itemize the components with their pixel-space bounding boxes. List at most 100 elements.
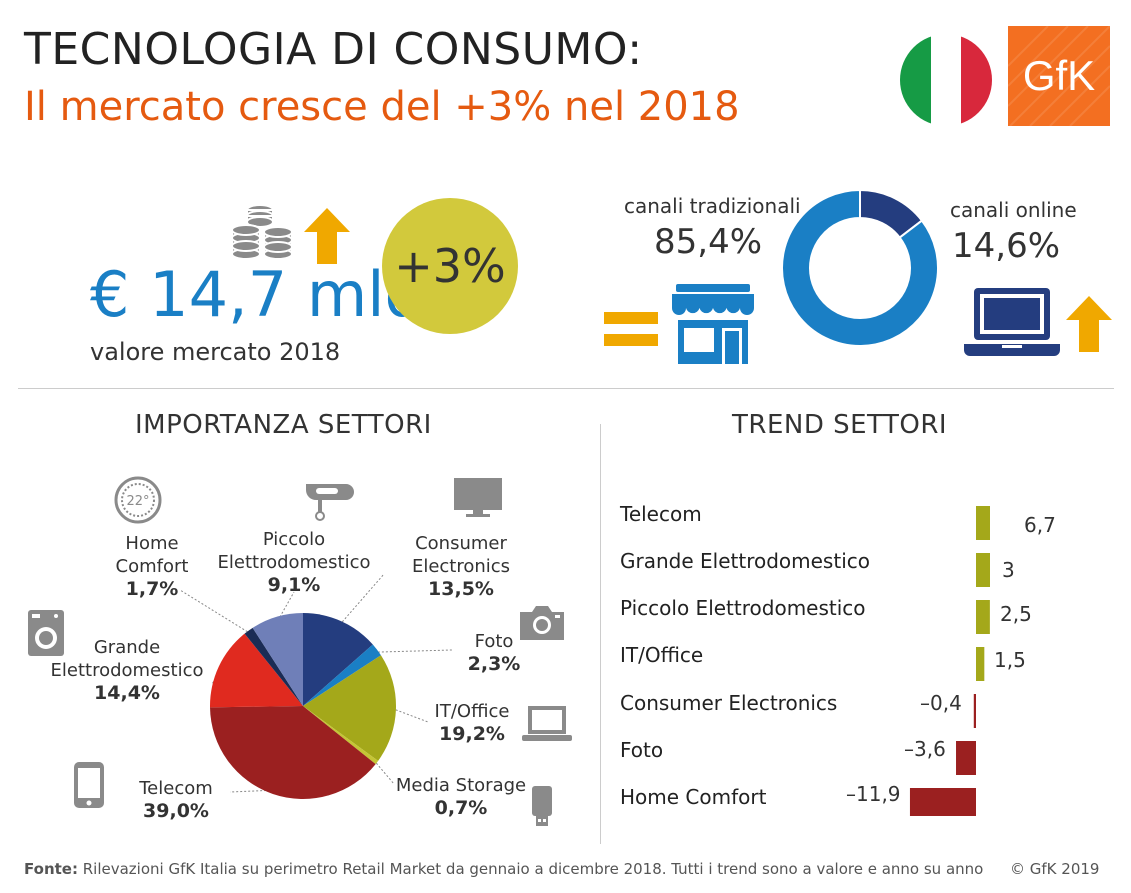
trend-category-label: Telecom <box>620 502 702 526</box>
source-label: Fonte: <box>24 860 78 878</box>
section-divider <box>18 388 1114 389</box>
pie-label-value: 39,0% <box>143 800 209 822</box>
pie-label-piccolo-elettrodomestico: Piccolo Elettrodomestico 9,1% <box>218 528 371 597</box>
gfk-logo: GfK <box>1008 26 1110 126</box>
pie-label-consumer-electronics: Consumer Electronics 13,5% <box>412 532 510 601</box>
coins-icon <box>231 204 293 260</box>
laptop-online-icon <box>964 288 1060 356</box>
equals-icon <box>604 312 658 346</box>
pie-label-foto: Foto 2,3% <box>468 630 521 676</box>
pie-label-value: 14,4% <box>94 682 160 704</box>
pie-label-value: 1,7% <box>125 578 179 600</box>
pie-slice-grande-elettrodomestico <box>210 633 303 708</box>
logo-text: GfK <box>1022 52 1096 99</box>
traditional-channels-value: 85,4% <box>654 222 763 262</box>
pie-label-value: 9,1% <box>267 574 321 596</box>
pie-label-name: Telecom <box>139 778 213 799</box>
pie-label-name: Media Storage <box>395 775 527 796</box>
online-channels-label: canali online <box>950 198 1077 222</box>
trend-value-label: 3 <box>1002 558 1015 582</box>
donut-slice-traditional <box>781 188 939 347</box>
pie-leader-line <box>339 573 385 626</box>
pie-slice-telecom <box>210 706 376 799</box>
trend-bar-grande-elettrodomestico <box>976 553 990 587</box>
pie-label-name: Electronics <box>411 556 511 577</box>
growth-badge: +3% <box>382 198 518 334</box>
pie-label-name: Home <box>125 533 179 554</box>
trend-value-label: 1,5 <box>994 648 1026 672</box>
trend-bar-consumer-electronics <box>973 694 976 728</box>
traditional-channels-label: canali tradizionali <box>624 194 801 218</box>
trend-category-label: Foto <box>620 738 664 762</box>
pie-slice-media-storage <box>303 706 379 765</box>
pie-label-home-comfort: Home Comfort 1,7% <box>116 532 189 601</box>
trend-category-label: IT/Office <box>620 643 704 667</box>
trend-value-label: 6,7 <box>1024 513 1056 537</box>
pie-slice-piccolo-elettrodomestico <box>252 613 303 706</box>
smartphone-icon <box>74 762 104 808</box>
channels-donut <box>781 188 939 347</box>
camera-icon <box>520 606 564 640</box>
pie-label-value: 2,3% <box>467 653 521 675</box>
pie-leader-line <box>373 649 453 653</box>
pie-leader-line <box>229 789 275 793</box>
italy-flag-icon <box>900 34 992 126</box>
page-subtitle: Il mercato cresce del +3% nel 2018 <box>24 84 740 130</box>
trend-bar-telecom <box>976 506 990 540</box>
svg-text:22°: 22° <box>126 494 149 509</box>
pie-label-grande-elettrodomestico: Grande Elettrodomestico 14,4% <box>51 636 204 705</box>
pie-slice-home-comfort <box>244 627 303 706</box>
pie-label-name: Elettrodomestico <box>217 552 371 573</box>
trend-section-title: TREND SETTORI <box>732 410 948 440</box>
pie-slice-foto <box>303 644 381 706</box>
trend-bar-foto <box>956 741 976 775</box>
pie-label-name: Foto <box>474 631 514 652</box>
pie-slice-it-office <box>303 655 397 761</box>
importance-pie-chart <box>179 573 453 799</box>
column-divider <box>600 424 601 844</box>
pie-label-name: Elettrodomestico <box>50 660 204 681</box>
pie-label-name: Comfort <box>115 556 189 577</box>
page-title: TECNOLOGIA DI CONSUMO: <box>24 24 643 75</box>
online-channels-value: 14,6% <box>952 226 1061 266</box>
trend-bar-chart <box>909 506 990 816</box>
source-note: Fonte: Rilevazioni GfK Italia su perimet… <box>24 860 983 878</box>
source-text: Rilevazioni GfK Italia su perimetro Reta… <box>82 860 984 878</box>
tv-icon <box>454 478 502 517</box>
trend-value-label: –0,4 <box>920 691 962 715</box>
trend-category-label: Piccolo Elettrodomestico <box>620 596 866 620</box>
trend-value-label: 2,5 <box>1000 602 1032 626</box>
pie-label-telecom: Telecom 39,0% <box>139 777 213 823</box>
pie-leader-line <box>179 589 252 635</box>
pie-label-it-office: IT/Office 19,2% <box>435 700 510 746</box>
usb-drive-icon <box>532 786 552 826</box>
pie-label-value: 19,2% <box>439 723 505 745</box>
pie-label-name: Piccolo <box>262 529 326 550</box>
copyright: © GfK 2019 <box>1010 860 1100 878</box>
laptop-icon <box>522 706 572 741</box>
trend-bar-home-comfort <box>909 788 976 816</box>
pie-slice-consumer-electronics <box>303 613 373 706</box>
trend-category-label: Home Comfort <box>620 785 767 809</box>
shop-icon <box>672 284 754 364</box>
pie-label-name: Consumer <box>415 533 507 554</box>
trend-category-label: Grande Elettrodomestico <box>620 549 870 573</box>
trend-value-label: –3,6 <box>904 737 946 761</box>
pie-label-value: 0,7% <box>434 797 488 819</box>
arrow-up-icon <box>304 208 350 264</box>
pie-leader-line <box>373 759 395 785</box>
pie-label-name: Grande <box>93 637 161 658</box>
pie-label-media-storage: Media Storage 0,7% <box>396 774 526 820</box>
market-value-label: valore mercato 2018 <box>90 338 341 366</box>
washing-machine-icon <box>28 610 64 656</box>
trend-value-label: –11,9 <box>846 782 901 806</box>
pie-label-name: IT/Office <box>434 701 510 722</box>
pie-label-value: 13,5% <box>428 578 494 600</box>
trend-category-label: Consumer Electronics <box>620 691 838 715</box>
trend-bar-piccolo-elettrodomestico <box>976 600 990 634</box>
importance-section-title: IMPORTANZA SETTORI <box>135 410 432 440</box>
arrow-up-online-icon <box>1066 296 1112 352</box>
trend-bar-it-office <box>976 647 985 681</box>
thermostat-icon: 22° <box>114 476 162 524</box>
pie-leader-line <box>391 707 429 723</box>
